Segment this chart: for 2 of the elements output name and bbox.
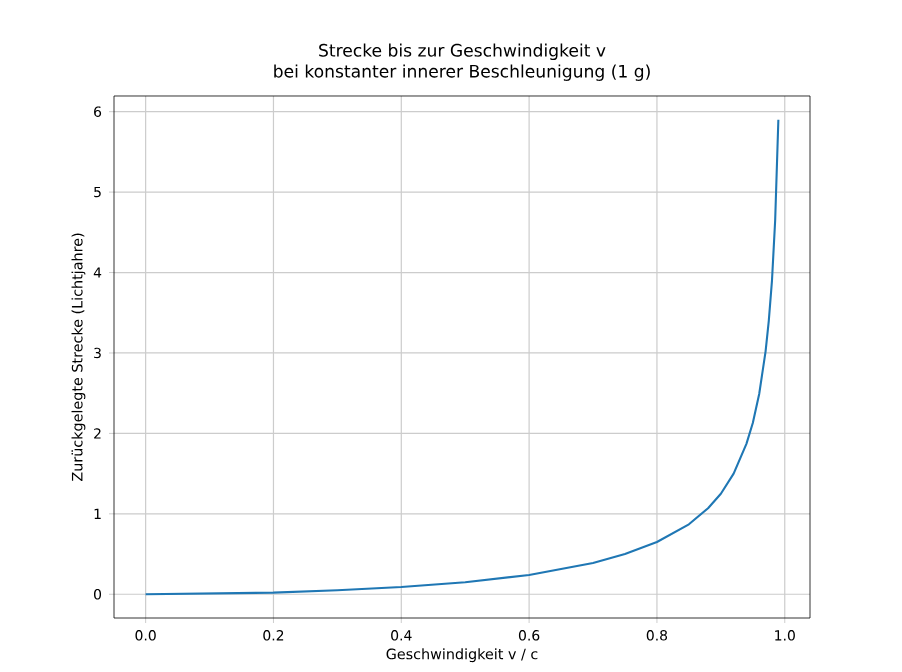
chart-title: Strecke bis zur Geschwindigkeit v: [319, 43, 606, 61]
chart-subtitle: bei konstanter innerer Beschleunigung (1 g): [274, 64, 650, 81]
